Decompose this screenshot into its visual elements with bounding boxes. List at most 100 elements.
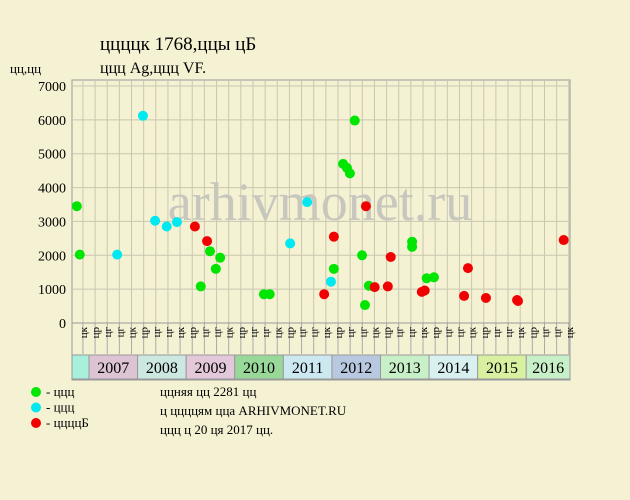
- y-tick-label: 5000: [38, 148, 66, 163]
- point: [349, 115, 360, 126]
- x-tick-label: цг: [114, 327, 126, 338]
- x-tick-label: цк: [321, 326, 333, 338]
- year-cell: [282, 354, 333, 380]
- y-tick-label: 4000: [38, 182, 66, 197]
- point: [195, 281, 206, 292]
- note: ццняя цц 2281 цц: [160, 384, 256, 399]
- x-tick-label: цг: [309, 327, 321, 338]
- point: [328, 231, 339, 242]
- x-tick-label: цр: [333, 327, 345, 339]
- x-tick-label: цк: [272, 326, 284, 338]
- point: [171, 217, 182, 228]
- x-tick-label: цг: [394, 327, 406, 338]
- year-cell: [71, 354, 90, 380]
- point: [428, 272, 439, 283]
- year-label: 2013: [389, 360, 421, 377]
- x-tick-label: цк: [564, 326, 576, 338]
- x-tick-label: цг: [212, 327, 224, 338]
- point: [480, 292, 491, 303]
- y-tick-label: 7000: [38, 80, 66, 95]
- x-tick-label: цк: [127, 326, 139, 338]
- point: [359, 300, 370, 311]
- point: [210, 263, 221, 274]
- x-tick-label: цг: [163, 327, 175, 338]
- point: [71, 201, 82, 212]
- x-tick-label: цр: [527, 327, 539, 339]
- year-label: 2015: [486, 360, 518, 377]
- point: [513, 295, 524, 306]
- point: [161, 221, 172, 232]
- watermark: arhivmonet.ru: [168, 172, 472, 232]
- point: [319, 289, 330, 300]
- legend-label: - ццц: [46, 400, 74, 415]
- point: [344, 168, 355, 179]
- note: ццц ц 20 ця 2017 цц.: [160, 422, 273, 437]
- x-tick-label: цг: [406, 327, 418, 338]
- y-tick-label: 3000: [38, 215, 66, 230]
- x-tick-label: цг: [454, 327, 466, 338]
- point: [112, 249, 123, 260]
- x-tick-label: цр: [284, 327, 296, 339]
- note: ц ццццям цца ARHIVMONET.RU: [160, 403, 347, 418]
- x-tick-label: цр: [430, 327, 442, 339]
- year-cell: [380, 354, 430, 380]
- point: [360, 201, 371, 212]
- point: [150, 215, 161, 226]
- point: [137, 110, 148, 121]
- point: [382, 281, 393, 292]
- y-tick-label: 2000: [38, 249, 66, 264]
- y-axis-label: цц,цц: [10, 61, 41, 76]
- year-label: 2008: [146, 360, 178, 377]
- year-cell: [428, 354, 479, 380]
- x-tick-label: цг: [260, 327, 272, 338]
- point: [285, 238, 296, 249]
- point: [74, 249, 85, 260]
- point: [369, 282, 380, 293]
- x-tick-label: цк: [515, 326, 527, 338]
- legend-marker: [31, 387, 41, 397]
- x-tick-label: цк: [467, 326, 479, 338]
- x-tick-label: цг: [503, 327, 515, 338]
- point: [459, 290, 470, 301]
- x-tick-label: цр: [90, 327, 102, 339]
- point: [462, 263, 473, 274]
- x-tick-label: цр: [479, 327, 491, 339]
- x-tick-label: цг: [539, 327, 551, 338]
- x-tick-label: цг: [442, 327, 454, 338]
- point: [204, 246, 215, 257]
- point: [328, 263, 339, 274]
- chart-title: ццццк 1768,ццы цБ: [100, 34, 256, 55]
- x-tick-label: цк: [369, 326, 381, 338]
- legend-label: - ццццБ: [46, 415, 89, 430]
- year-label: 2012: [340, 360, 372, 377]
- x-tick-label: цр: [139, 327, 151, 339]
- x-tick-label: цг: [297, 327, 309, 338]
- legend-marker: [31, 402, 41, 413]
- x-tick-label: цк: [175, 326, 187, 338]
- point: [419, 285, 430, 296]
- year-cell: [88, 354, 139, 380]
- x-tick-label: цр: [187, 327, 199, 339]
- plot-frame: [71, 79, 571, 381]
- x-tick-label: цк: [224, 326, 236, 338]
- x-tick-label: цр: [236, 327, 248, 339]
- point: [421, 273, 432, 284]
- x-tick-label: цг: [345, 327, 357, 338]
- x-tick-label: цг: [151, 327, 163, 338]
- year-label: 2014: [437, 360, 469, 377]
- point: [189, 221, 200, 232]
- point: [202, 236, 213, 247]
- year-label: 2007: [97, 360, 129, 377]
- year-label: 2010: [243, 360, 275, 377]
- year-label: 2011: [292, 360, 323, 377]
- chart-subtitle: ццц Ag,ццц VF.: [100, 60, 206, 77]
- x-tick-label: цг: [102, 327, 114, 338]
- point: [215, 252, 226, 263]
- year-cell: [525, 354, 571, 380]
- y-tick-label: 1000: [38, 283, 66, 298]
- y-tick-label: 0: [59, 317, 66, 332]
- legend-marker: [31, 418, 41, 428]
- x-tick-label: цк: [78, 326, 90, 338]
- year-cell: [137, 354, 187, 380]
